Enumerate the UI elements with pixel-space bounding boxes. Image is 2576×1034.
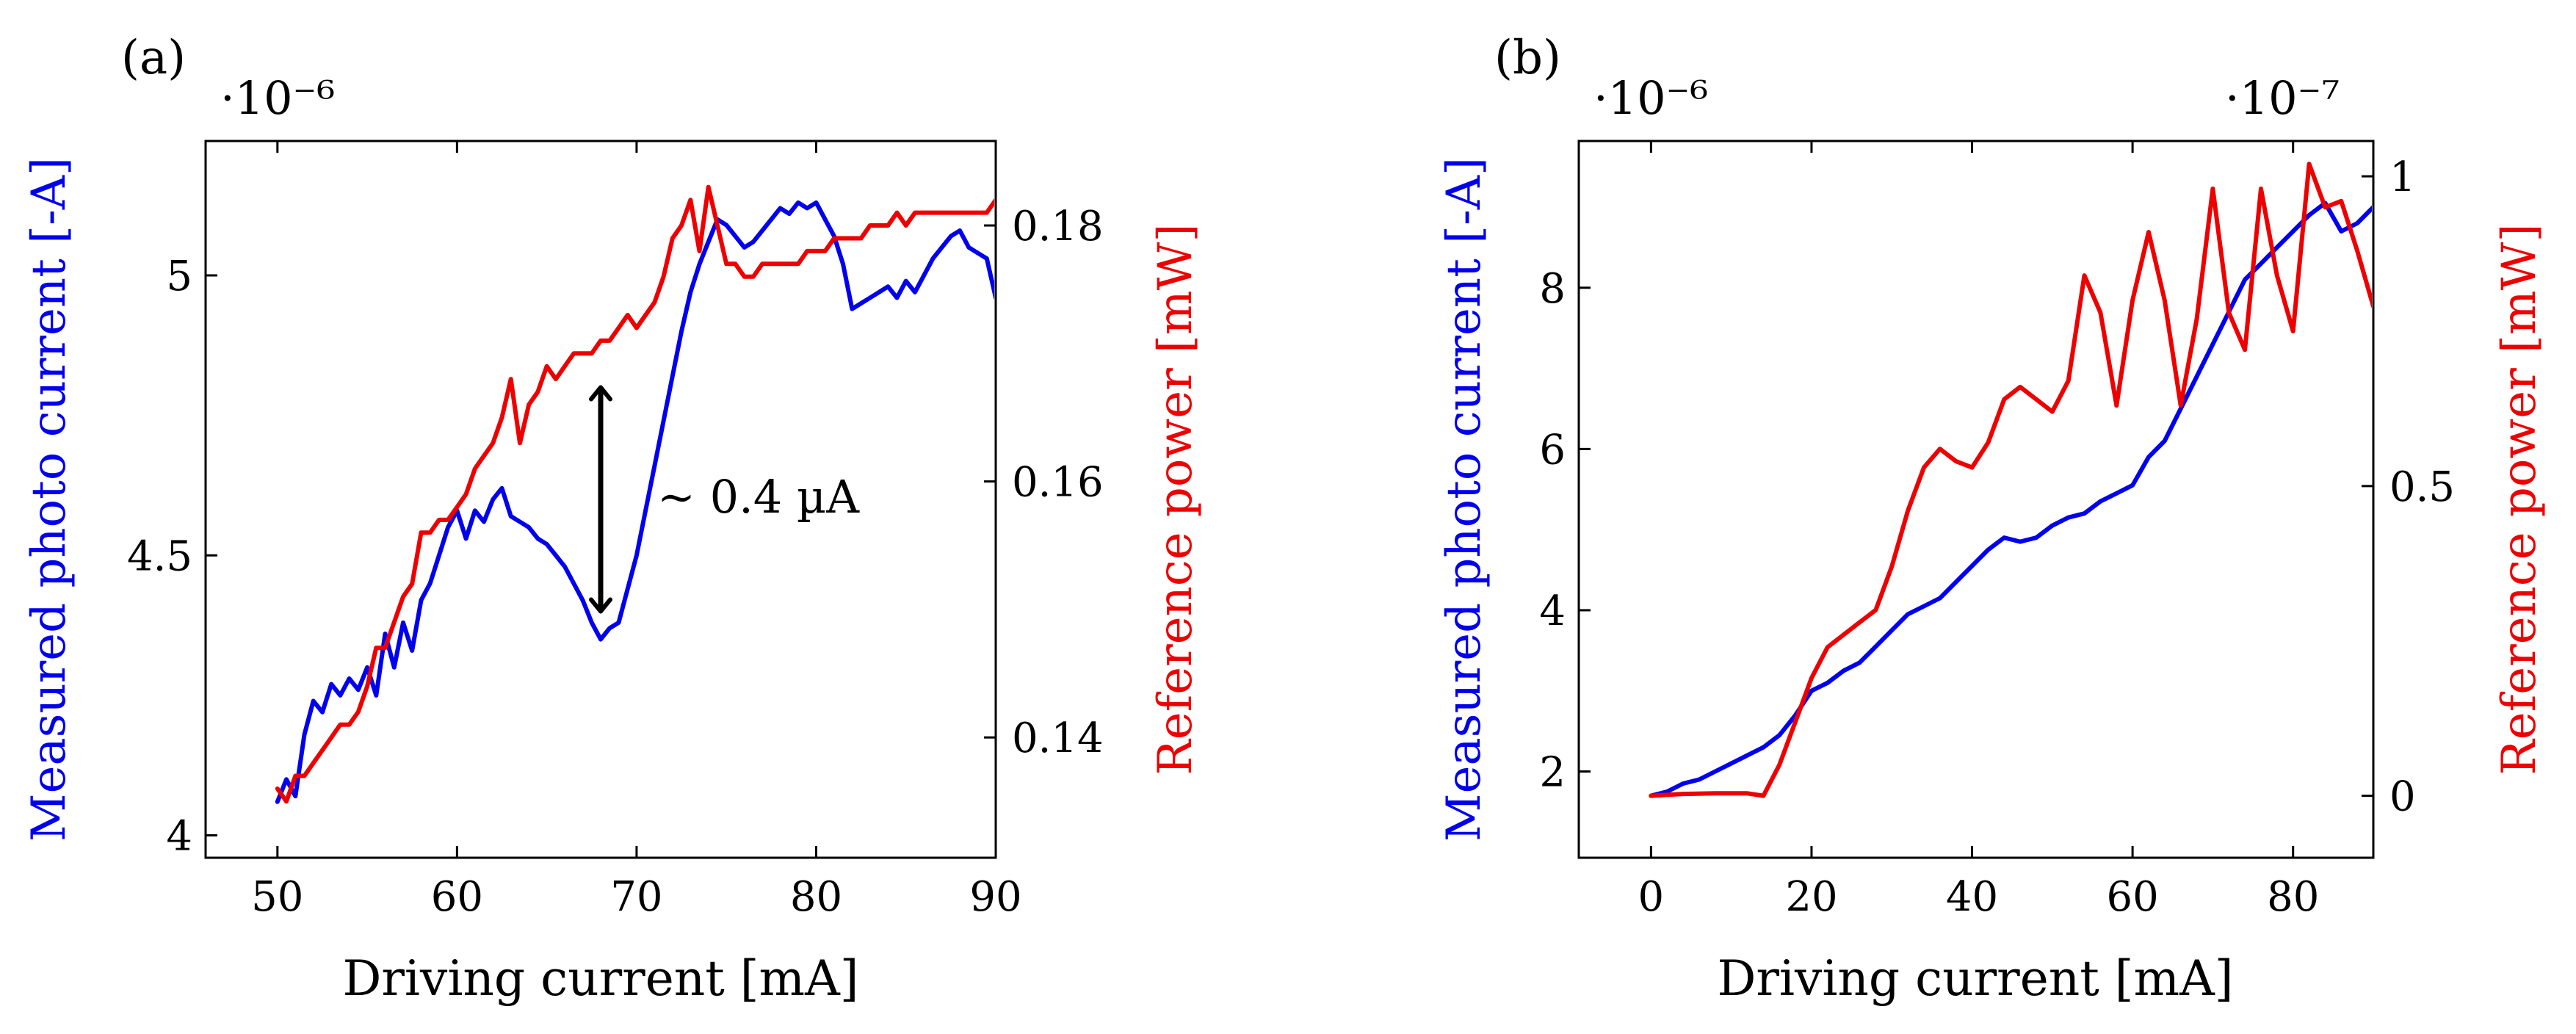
panel-b-y-tick-label: 4: [1539, 588, 1566, 635]
panel-b-left-scale-label: ·10⁻⁶: [1593, 71, 1708, 125]
panel-b-x-axis-label: Driving current [mA]: [1717, 950, 2233, 1007]
panel-b-x-tick-label: 80: [2267, 873, 2319, 921]
panel-b-x-tick-label: 60: [2106, 873, 2158, 921]
panel-a-annotation-arrowhead-top: [589, 385, 612, 402]
panel-a-y-axis-label: Measured photo current [-A]: [22, 157, 76, 842]
panel-a-annotation: ∼ 0.4 µA: [589, 385, 860, 614]
panel-b-y2-axis-label: Reference power [mW]: [2492, 224, 2547, 776]
panel-a-x-tick-label: 70: [610, 873, 662, 921]
panel-a-plot-frame: [204, 140, 997, 859]
panel-b-y2-tick-label: 1: [2389, 153, 2416, 201]
panel-b-y2-tick-label: 0: [2389, 773, 2416, 821]
panel-a-y-tick-label: 5: [166, 253, 192, 300]
panel-a-y2-tick-label: 0.18: [1012, 203, 1104, 250]
panel-a-series-reference-power-line: [275, 184, 994, 804]
panel-b-series-reference-power-line: [1649, 162, 2372, 798]
panel-b-y-tick-label: 8: [1539, 265, 1566, 313]
panel-b-series-photocurrent-line: [1649, 200, 2372, 798]
panel-a-x-tick-label: 90: [969, 873, 1021, 921]
panel-a-y2-tick-label: 0.16: [1012, 459, 1104, 507]
panel-b-x-tick-label: 20: [1785, 873, 1837, 921]
panel-b-y-ticks: 2 4 6 8: [1539, 265, 1591, 797]
panel-a-x-ticks: 50 60 70 80 90: [251, 141, 1022, 921]
panel-a-label: (a): [121, 31, 186, 85]
panel-b-x-ticks: 0 20 40 60 80: [1638, 141, 2319, 921]
panel-a-y-tick-label: 4.5: [127, 532, 192, 580]
panel-a-annotation-arrowhead-bottom: [589, 597, 612, 614]
panel-b-y-tick-label: 2: [1539, 749, 1566, 797]
panel-a: (a) ·10⁻⁶ 50 60 70 80 90 44.55 0.140.160.18 …: [22, 31, 1203, 1007]
panel-a-series-photocurrent-line: [275, 200, 994, 804]
panel-b-label: (b): [1494, 31, 1561, 85]
panel-a-x-tick-label: 50: [251, 873, 303, 921]
panel-b-x-tick-label: 40: [1946, 873, 1998, 921]
panel-a-x-axis-label: Driving current [mA]: [342, 950, 858, 1007]
panel-a-y2-axis-label: Reference power [mW]: [1148, 224, 1203, 776]
panel-a-annotation-label: ∼ 0.4 µA: [657, 470, 860, 524]
panel-a-left-scale-label: ·10⁻⁶: [220, 71, 335, 125]
panel-a-x-tick-label: 60: [431, 873, 483, 921]
panel-a-y2-tick-label: 0.14: [1012, 715, 1104, 762]
panel-b-y2-tick-label: 0.5: [2389, 463, 2455, 511]
panel-a-y-tick-label: 4: [166, 813, 192, 861]
panel-a-x-tick-label: 80: [790, 873, 842, 921]
panel-a-y-ticks: 44.55: [127, 253, 217, 861]
panel-b-right-scale-label: ·10⁻⁷: [2225, 71, 2340, 125]
panel-b-y-axis-label: Measured photo current [-A]: [1437, 157, 1491, 842]
panel-a-y2-ticks: 0.14 0.16 0.18: [984, 203, 1104, 762]
panel-b-y-tick-label: 6: [1539, 426, 1566, 474]
panel-b-plot-frame: [1577, 140, 2375, 859]
panel-b-x-tick-label: 0: [1638, 873, 1665, 921]
panel-b-y2-ticks: 00.51: [2362, 153, 2455, 821]
